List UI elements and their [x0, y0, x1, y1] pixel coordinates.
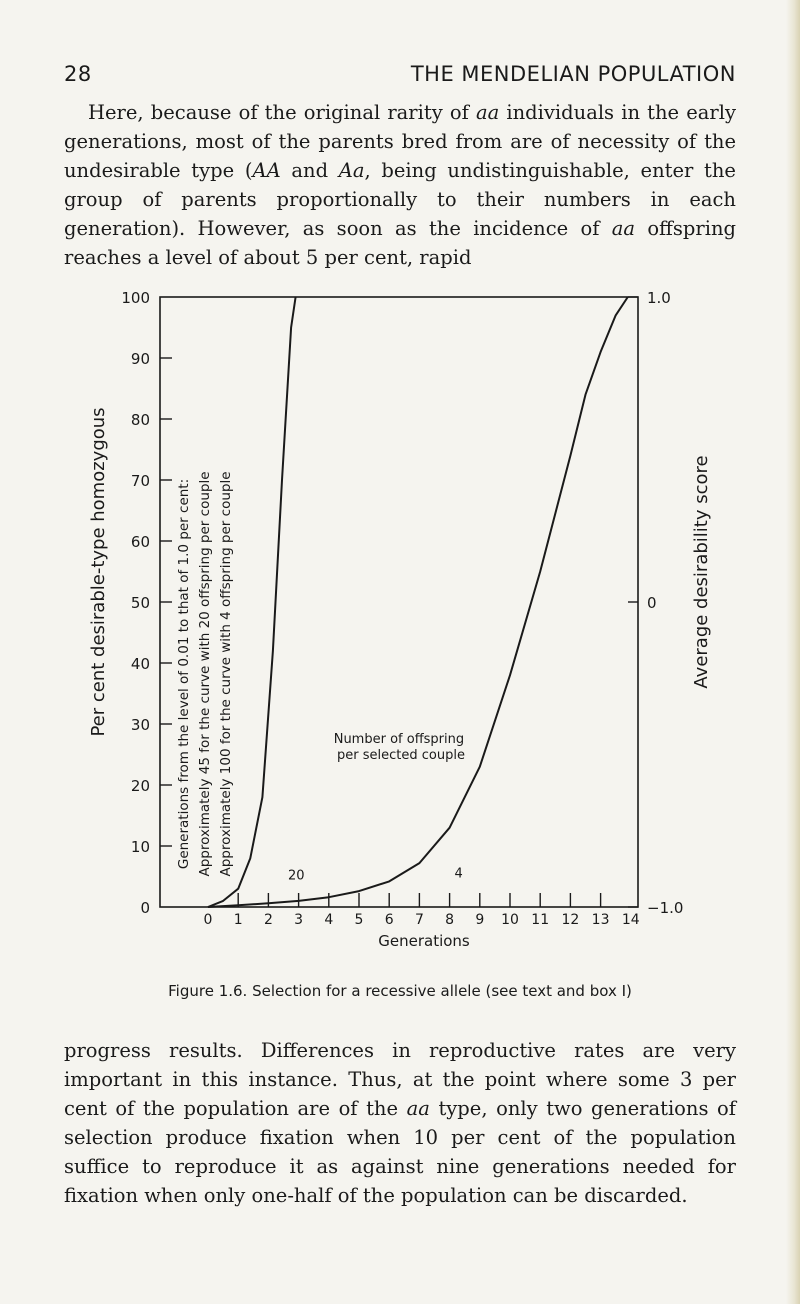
- legend-title-line-1: Number of offspring: [334, 732, 464, 747]
- paragraph_1-run: Aa: [338, 159, 365, 182]
- figure-caption: Figure 1.6. Selection for a recessive al…: [168, 982, 632, 1000]
- y-tick-label: 100: [121, 289, 150, 307]
- y-tick-label: 40: [131, 655, 150, 673]
- x-tick-label: 2: [264, 912, 273, 928]
- y2-axis-label: Average desirability score: [691, 455, 712, 688]
- legend-title: Number of offspring per selected couple: [334, 732, 469, 763]
- x-tick-label: 7: [415, 912, 424, 928]
- y-tick-label: 30: [131, 716, 150, 734]
- x-tick-marks: [237, 893, 602, 907]
- x-tick-label: 3: [294, 912, 303, 928]
- y-tick-label: 0: [140, 899, 150, 917]
- x-tick-labels: 0 1 2 3 4 5 6 7 8 9 10 11 12 13 14: [204, 912, 640, 928]
- x-tick-label: 6: [385, 912, 394, 928]
- paragraph_1-run: and: [280, 159, 339, 182]
- paragraph_1-run: , being undistinguishable, enter the gro…: [64, 159, 736, 240]
- series-line-20: [207, 296, 297, 908]
- paragraph_2-run: progress results. Differences in reprodu…: [64, 1039, 736, 1120]
- series-group: 20 4: [207, 296, 629, 908]
- y2-tick-label: 1.0: [647, 289, 671, 307]
- paragraph_1-run: AA: [252, 159, 281, 182]
- y-tick-label: 60: [131, 533, 150, 551]
- annotation-line-3: Approximately 100 for the curve with 4 o…: [218, 471, 234, 876]
- x-tick-label: 0: [204, 912, 213, 928]
- running-head: 28 THE MENDELIAN POPULATION: [64, 62, 736, 90]
- y-tick-marks: [160, 357, 172, 847]
- y-tick-label: 20: [131, 777, 150, 795]
- y-tick-label: 80: [131, 411, 150, 429]
- x-axis-label: Generations: [378, 932, 470, 950]
- paragraph-1: Here, because of the original rarity of …: [64, 98, 736, 272]
- paragraph_1-run: Here, because of the original rarity of: [88, 101, 476, 124]
- y-tick-label: 10: [131, 838, 150, 856]
- annotation-line-1: Generations from the level of 0.01 to th…: [176, 479, 192, 869]
- legend-title-line-2: per selected couple: [337, 748, 465, 763]
- x-tick-label: 9: [475, 912, 484, 928]
- y-tick-label: 90: [131, 350, 150, 368]
- paragraph_1-run: offspring reaches a level of about 5 per…: [64, 217, 736, 269]
- running-head-title: THE MENDELIAN POPULATION: [410, 62, 736, 86]
- paragraph_1-run: aa: [611, 217, 636, 240]
- x-tick-label: 5: [355, 912, 364, 928]
- y2-ticks: 1.0 0 −1.0: [628, 289, 683, 917]
- x-tick-label: 10: [501, 912, 519, 928]
- x-tick-label: 4: [324, 912, 333, 928]
- x-tick-label: 1: [234, 912, 243, 928]
- y-tick-label: 70: [131, 472, 150, 490]
- y-axis-label: Per cent desirable-type homozygous: [88, 407, 109, 736]
- paragraph_1-run: aa: [475, 101, 500, 124]
- annotation-line-2: Approximately 45 for the curve with 20 o…: [197, 471, 213, 876]
- y-tick-labels: 0 10 20 30 40 50 60 70 80 90 100: [121, 289, 150, 917]
- paragraph_2-run: aa: [406, 1097, 430, 1120]
- y-tick-label: 50: [131, 594, 150, 612]
- y2-tick-label: 0: [647, 594, 657, 612]
- series-line-4: [207, 296, 629, 908]
- x-tick-label: 14: [622, 912, 640, 928]
- x-tick-label: 12: [561, 912, 579, 928]
- paragraph_1-run: individuals in the early genera­tions, m…: [64, 101, 736, 182]
- paragraph_2-run: type, only two generations of selection …: [64, 1097, 737, 1207]
- page-number: 28: [64, 62, 92, 86]
- series-label-20: 20: [288, 869, 305, 884]
- page-edge: [786, 0, 800, 1304]
- x-tick-label: 8: [445, 912, 454, 928]
- x-tick-label: 11: [531, 912, 549, 928]
- series-label-4: 4: [454, 867, 462, 882]
- paragraph-2: progress results. Differences in reprodu…: [64, 1036, 736, 1210]
- y2-tick-label: −1.0: [647, 899, 683, 917]
- x-tick-label: 13: [592, 912, 610, 928]
